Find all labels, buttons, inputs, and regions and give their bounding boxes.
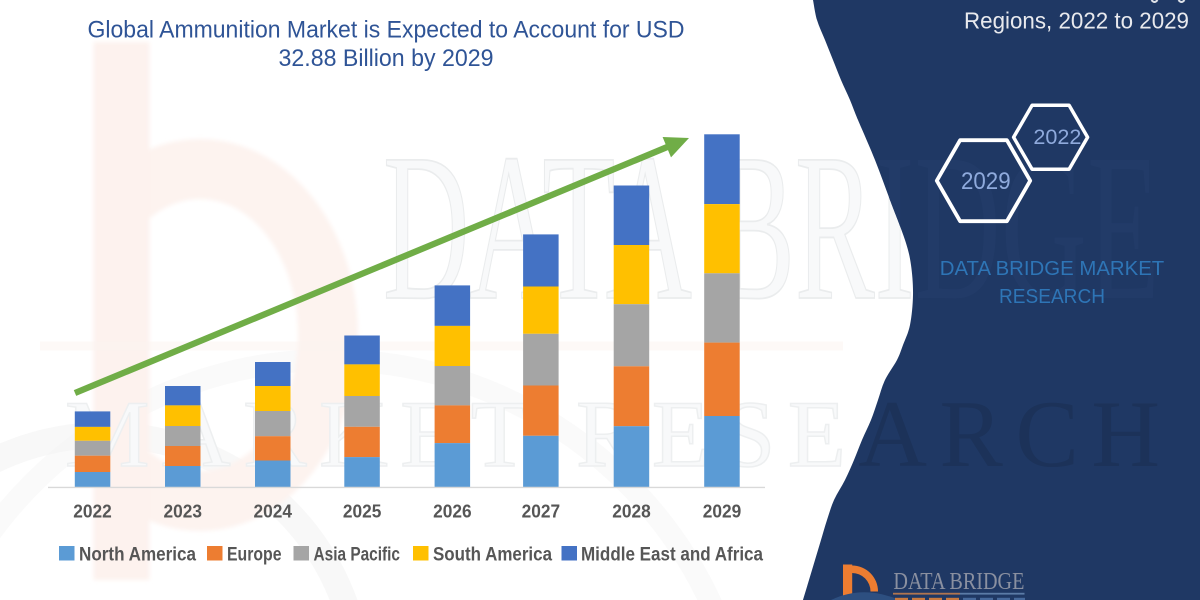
svg-text:Global Ammunition Market is Ex: Global Ammunition Market is Expected to …: [88, 17, 685, 44]
svg-text:Europe: Europe: [227, 545, 282, 566]
svg-text:Middle East and Africa: Middle East and Africa: [581, 545, 763, 566]
svg-text:South America: South America: [433, 545, 552, 566]
svg-text:2022: 2022: [1033, 126, 1081, 149]
svg-text:Regions, 2022 to 2029: Regions, 2022 to 2029: [964, 8, 1189, 34]
svg-text:2029: 2029: [961, 168, 1011, 195]
svg-text:2029: 2029: [703, 502, 742, 522]
svg-text:2023: 2023: [164, 502, 203, 522]
svg-text:2027: 2027: [522, 502, 561, 522]
svg-text:2024: 2024: [254, 502, 293, 522]
svg-text:Asia Pacific: Asia Pacific: [314, 545, 401, 566]
svg-text:DATA BRIDGE MARKET: DATA BRIDGE MARKET: [940, 257, 1165, 280]
svg-text:32.88 Billion by 2029: 32.88 Billion by 2029: [279, 45, 494, 72]
svg-text:DATA BRIDGE: DATA BRIDGE: [893, 568, 1024, 595]
svg-text:2025: 2025: [343, 502, 382, 522]
svg-text:2026: 2026: [433, 502, 472, 522]
svg-text:2028: 2028: [612, 502, 651, 522]
svg-text:North America: North America: [79, 545, 196, 566]
svg-text:2022: 2022: [73, 502, 112, 522]
svg-text:RESEARCH: RESEARCH: [999, 285, 1105, 308]
